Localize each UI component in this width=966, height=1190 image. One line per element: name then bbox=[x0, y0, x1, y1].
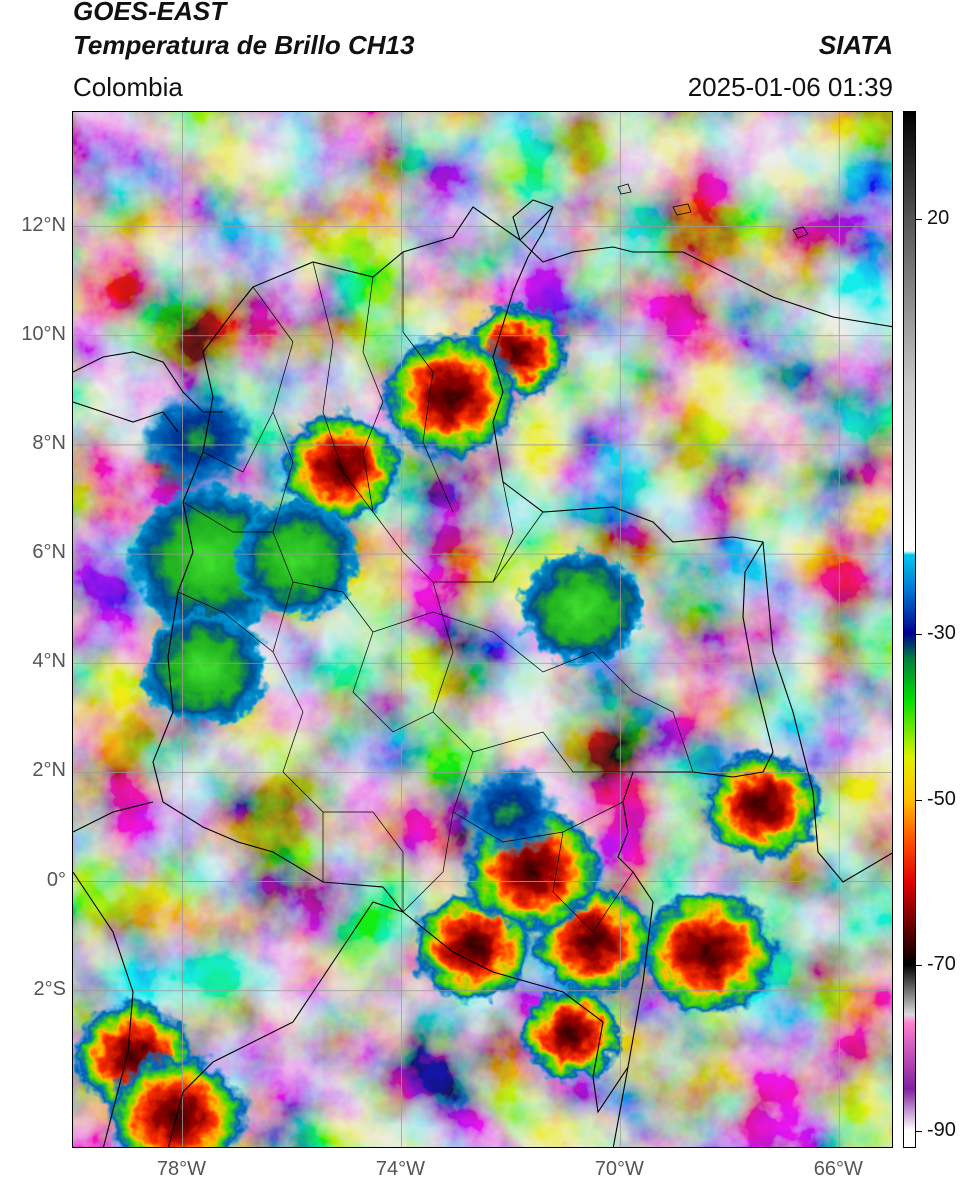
peru-brazil-border bbox=[612, 1066, 629, 1147]
lat-tick-label: 2°S bbox=[33, 977, 66, 1000]
timestamp-label: 2025-01-06 01:39 bbox=[687, 72, 893, 102]
colorbar-tick-label: -70 bbox=[927, 953, 956, 976]
colorbar-tick-label: -30 bbox=[927, 621, 956, 644]
storm-cell-red bbox=[518, 986, 624, 1083]
lat-tick-label: 12°N bbox=[21, 213, 66, 236]
country-borders bbox=[73, 183, 892, 1147]
product-title: Temperatura de Brillo CH13 bbox=[73, 30, 415, 60]
map-canvas bbox=[73, 112, 892, 1147]
lat-tick-label: 2°N bbox=[32, 759, 66, 782]
colorbar-tick-mark bbox=[916, 633, 922, 635]
satellite-title: GOES-EAST bbox=[73, 0, 227, 26]
ecuador-peru-border bbox=[167, 901, 404, 1147]
department-lines bbox=[177, 252, 694, 933]
colorbar-tick-label: -50 bbox=[927, 787, 956, 810]
agency-label: SIATA bbox=[818, 30, 893, 60]
venezuela-brazil-border bbox=[762, 541, 892, 883]
storm-cell-red bbox=[701, 749, 825, 862]
colorbar-tick-label: 20 bbox=[927, 206, 950, 229]
storm-layer bbox=[73, 304, 825, 1147]
colorbar-tick-label: -90 bbox=[927, 1119, 956, 1142]
storm-cell-blue bbox=[140, 386, 258, 493]
storm-cell-blue bbox=[461, 765, 561, 856]
storm-cell-red bbox=[380, 331, 522, 460]
panama-south-coast bbox=[73, 401, 179, 433]
venezuela-coast bbox=[519, 239, 892, 328]
lat-tick-label: 6°N bbox=[32, 541, 66, 564]
colorbar-tick-mark bbox=[916, 1131, 922, 1133]
region-label: Colombia bbox=[73, 72, 183, 102]
lon-tick-label: 74°W bbox=[375, 1158, 425, 1180]
colorbar-tick-mark bbox=[916, 965, 922, 967]
lat-tick-label: 10°N bbox=[21, 322, 66, 345]
colorbar bbox=[903, 111, 916, 1148]
storm-cell-green bbox=[518, 550, 646, 667]
map-gridlines bbox=[73, 112, 892, 1147]
lon-tick-label: 78°W bbox=[156, 1158, 207, 1180]
colorbar-tick-mark bbox=[916, 218, 922, 220]
lat-tick-label: 4°N bbox=[32, 650, 66, 673]
panama-coast bbox=[73, 351, 223, 413]
lon-tick-label: 70°W bbox=[594, 1158, 644, 1180]
lat-tick-label: 8°N bbox=[32, 431, 66, 454]
storm-cell-red bbox=[637, 888, 779, 1017]
storm-cell-green bbox=[233, 501, 362, 618]
island-outlines bbox=[617, 183, 809, 239]
pacific-coast bbox=[73, 801, 154, 1147]
storm-cell-green bbox=[140, 610, 269, 727]
storm-cell-red bbox=[106, 1052, 248, 1147]
lat-tick-label: 0° bbox=[46, 868, 66, 891]
guajira-peninsula bbox=[512, 199, 554, 241]
lon-tick-label: 66°W bbox=[813, 1158, 863, 1180]
colorbar-tick-mark bbox=[916, 799, 922, 801]
satellite-map bbox=[72, 111, 893, 1148]
